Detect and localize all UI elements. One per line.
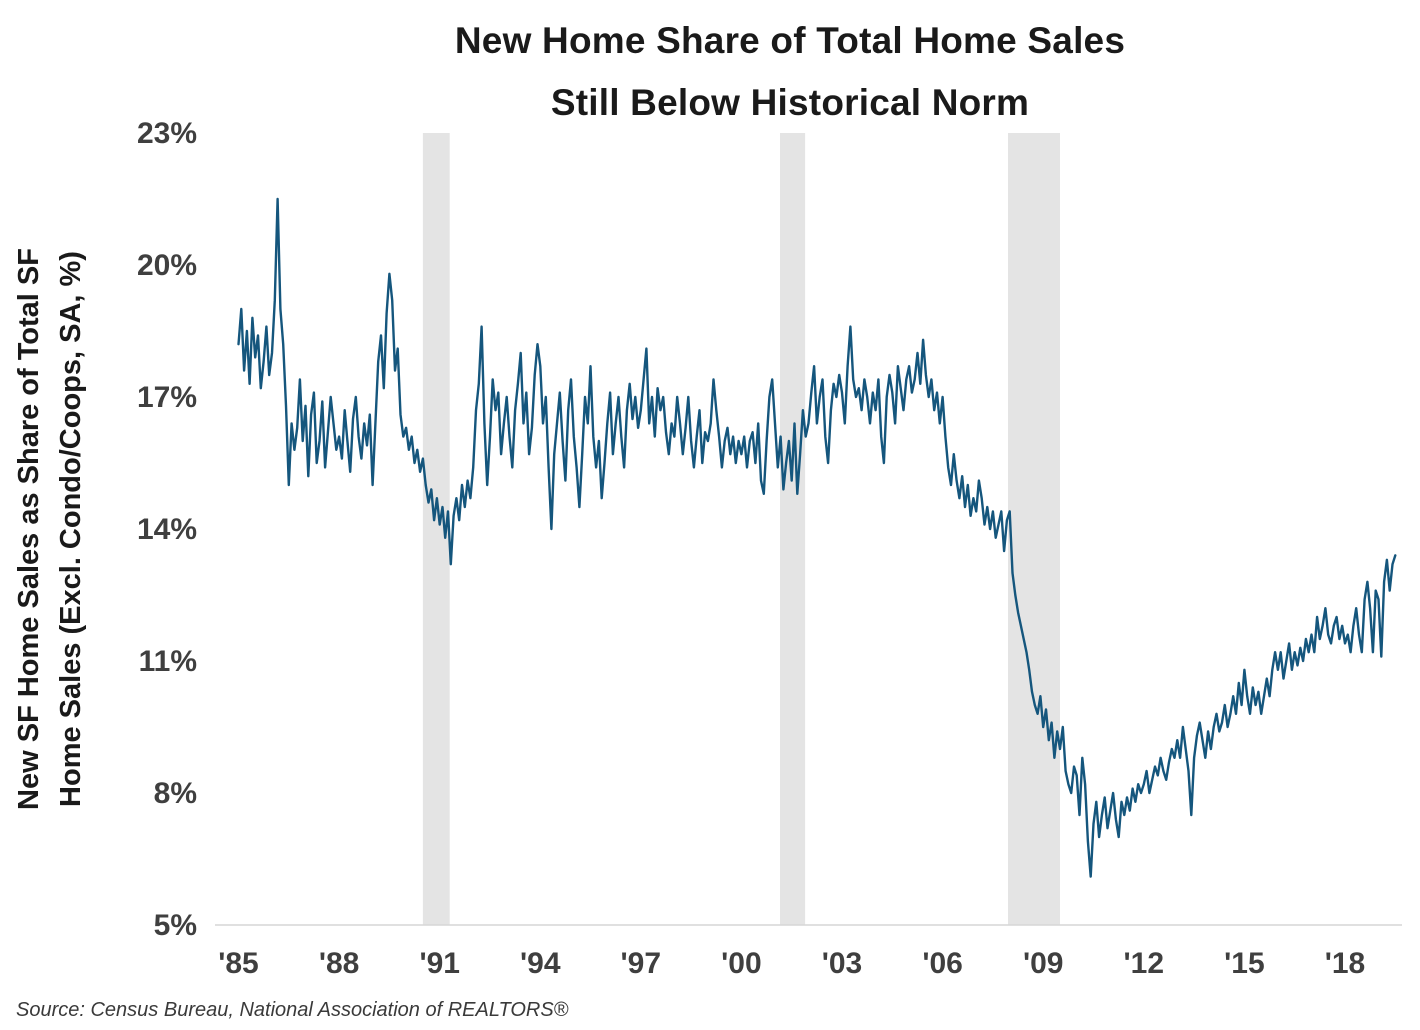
y-tick-label: 17% (137, 381, 197, 414)
x-tick-label: '15 (1224, 947, 1265, 980)
source-note: Source: Census Bureau, National Associat… (16, 999, 569, 1021)
series-line (237, 197, 1397, 878)
chart-title-line1: New Home Share of Total Home Sales (454, 20, 1126, 61)
x-tick-label: '18 (1325, 947, 1366, 980)
recession-band (1008, 133, 1060, 925)
line-chart: 5% 8% 11% 14% 17% 20% 23% '85 '88 '91 '94 '97 '00 '03… (13, 117, 1402, 980)
x-tick-label: '94 (520, 947, 561, 980)
y-tick-label: 5% (154, 909, 197, 942)
x-tick-label: '00 (721, 947, 762, 980)
x-tick-label: '97 (621, 947, 662, 980)
y-tick-label: 20% (137, 249, 197, 282)
x-tick-label: '03 (822, 947, 863, 980)
x-tick-label: '88 (319, 947, 360, 980)
x-tick-label: '12 (1124, 947, 1165, 980)
x-tick-label: '85 (218, 947, 259, 980)
recession-band (780, 133, 806, 925)
y-tick-label: 8% (154, 777, 197, 810)
y-axis-label-line2: Home Sales (Excl. Condo/Coops, SA, %) (55, 251, 87, 807)
x-tick-label: '09 (1023, 947, 1064, 980)
x-tick-label: '91 (419, 947, 460, 980)
y-axis-label-line1: New SF Home Sales as Share of Total SF (13, 248, 45, 810)
chart-title-line2: Still Below Historical Norm (550, 82, 1030, 123)
y-tick-label: 23% (137, 117, 197, 150)
chart-title: New Home Share of Total Home Sales Still… (170, 10, 1410, 134)
y-tick-label: 14% (137, 513, 197, 546)
x-tick-label: '06 (922, 947, 963, 980)
y-tick-label: 11% (139, 645, 197, 678)
